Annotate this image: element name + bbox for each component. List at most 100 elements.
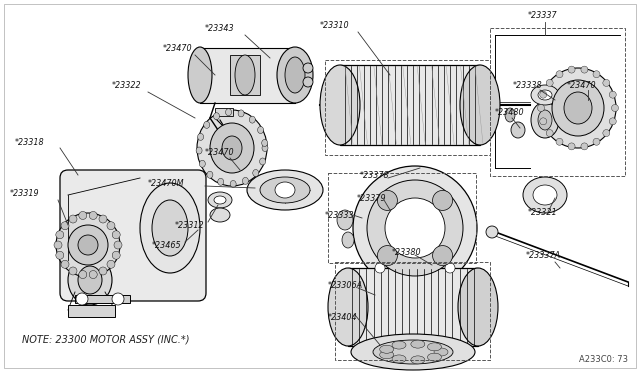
Ellipse shape [69,267,77,275]
Ellipse shape [581,143,588,150]
Ellipse shape [56,213,120,277]
Ellipse shape [188,47,212,103]
Bar [490,28,625,176]
Ellipse shape [538,105,545,112]
Text: *23318: *23318 [15,138,45,147]
Ellipse shape [385,198,445,258]
Text: *23310: *23310 [320,20,349,29]
Ellipse shape [523,177,567,213]
Ellipse shape [593,138,600,145]
Ellipse shape [198,134,204,140]
Ellipse shape [552,80,604,136]
Text: *23321: *23321 [528,208,557,217]
Ellipse shape [609,91,616,98]
Bar [328,173,476,263]
Ellipse shape [247,170,323,210]
Ellipse shape [593,71,600,78]
Text: NOTE: 23300 MOTOR ASSY (INC.*): NOTE: 23300 MOTOR ASSY (INC.*) [22,335,189,345]
Ellipse shape [433,246,452,266]
Text: *23312: *23312 [175,221,205,230]
Ellipse shape [603,129,610,137]
Text: *23337: *23337 [528,10,557,19]
Ellipse shape [99,215,107,223]
Ellipse shape [546,129,553,137]
Ellipse shape [225,109,232,116]
Ellipse shape [79,211,87,219]
Ellipse shape [486,226,498,238]
Text: *23465: *23465 [152,241,182,250]
Ellipse shape [218,178,224,185]
Ellipse shape [581,66,588,73]
Ellipse shape [275,182,295,198]
Ellipse shape [568,66,575,73]
Bar [325,60,490,155]
Ellipse shape [214,113,220,120]
Ellipse shape [61,260,69,268]
Ellipse shape [260,177,310,203]
Ellipse shape [250,116,255,123]
FancyBboxPatch shape [60,170,206,301]
Ellipse shape [434,348,448,356]
Ellipse shape [199,160,205,167]
Ellipse shape [511,122,525,138]
Ellipse shape [378,246,397,266]
Text: *23343: *23343 [205,23,235,32]
Ellipse shape [533,185,557,205]
Ellipse shape [253,170,259,176]
Ellipse shape [89,211,97,219]
Ellipse shape [380,351,394,359]
Text: *23470: *23470 [567,80,596,90]
Text: *23322: *23322 [112,80,141,90]
Ellipse shape [538,110,552,130]
Ellipse shape [61,222,69,230]
Text: *23470: *23470 [205,148,235,157]
Ellipse shape [303,77,313,87]
Ellipse shape [411,340,425,348]
Ellipse shape [89,270,97,279]
Bar [230,55,260,95]
Ellipse shape [433,190,452,211]
Ellipse shape [392,341,406,349]
Ellipse shape [262,140,268,147]
Ellipse shape [342,232,354,248]
Ellipse shape [78,266,102,294]
Ellipse shape [262,144,268,151]
Bar [75,295,130,303]
Ellipse shape [556,71,563,78]
Ellipse shape [243,177,248,185]
Text: *23319: *23319 [10,189,40,198]
Ellipse shape [367,180,463,276]
Ellipse shape [556,138,563,145]
Bar [200,48,295,103]
Ellipse shape [107,222,115,230]
Bar [348,268,478,346]
Ellipse shape [222,136,242,160]
Ellipse shape [328,268,368,346]
Ellipse shape [428,343,442,351]
Ellipse shape [540,118,547,125]
Ellipse shape [230,180,236,187]
Ellipse shape [411,356,425,364]
Text: *23470: *23470 [163,44,193,52]
Ellipse shape [531,85,559,105]
Ellipse shape [78,235,98,255]
Ellipse shape [540,91,547,98]
Ellipse shape [611,105,618,112]
Ellipse shape [428,353,442,361]
Ellipse shape [235,55,255,95]
Text: A233C0: 73: A233C0: 73 [579,356,628,365]
Ellipse shape [204,121,210,128]
Ellipse shape [277,47,313,103]
Bar [335,262,490,360]
Ellipse shape [56,231,64,239]
Text: *23338: *23338 [513,80,543,90]
Ellipse shape [609,118,616,125]
Bar [340,65,480,145]
Text: *23378: *23378 [360,170,390,180]
Ellipse shape [375,263,385,273]
Ellipse shape [320,65,360,145]
Ellipse shape [458,268,498,346]
Ellipse shape [373,340,453,364]
Ellipse shape [378,190,397,211]
Ellipse shape [540,68,616,148]
